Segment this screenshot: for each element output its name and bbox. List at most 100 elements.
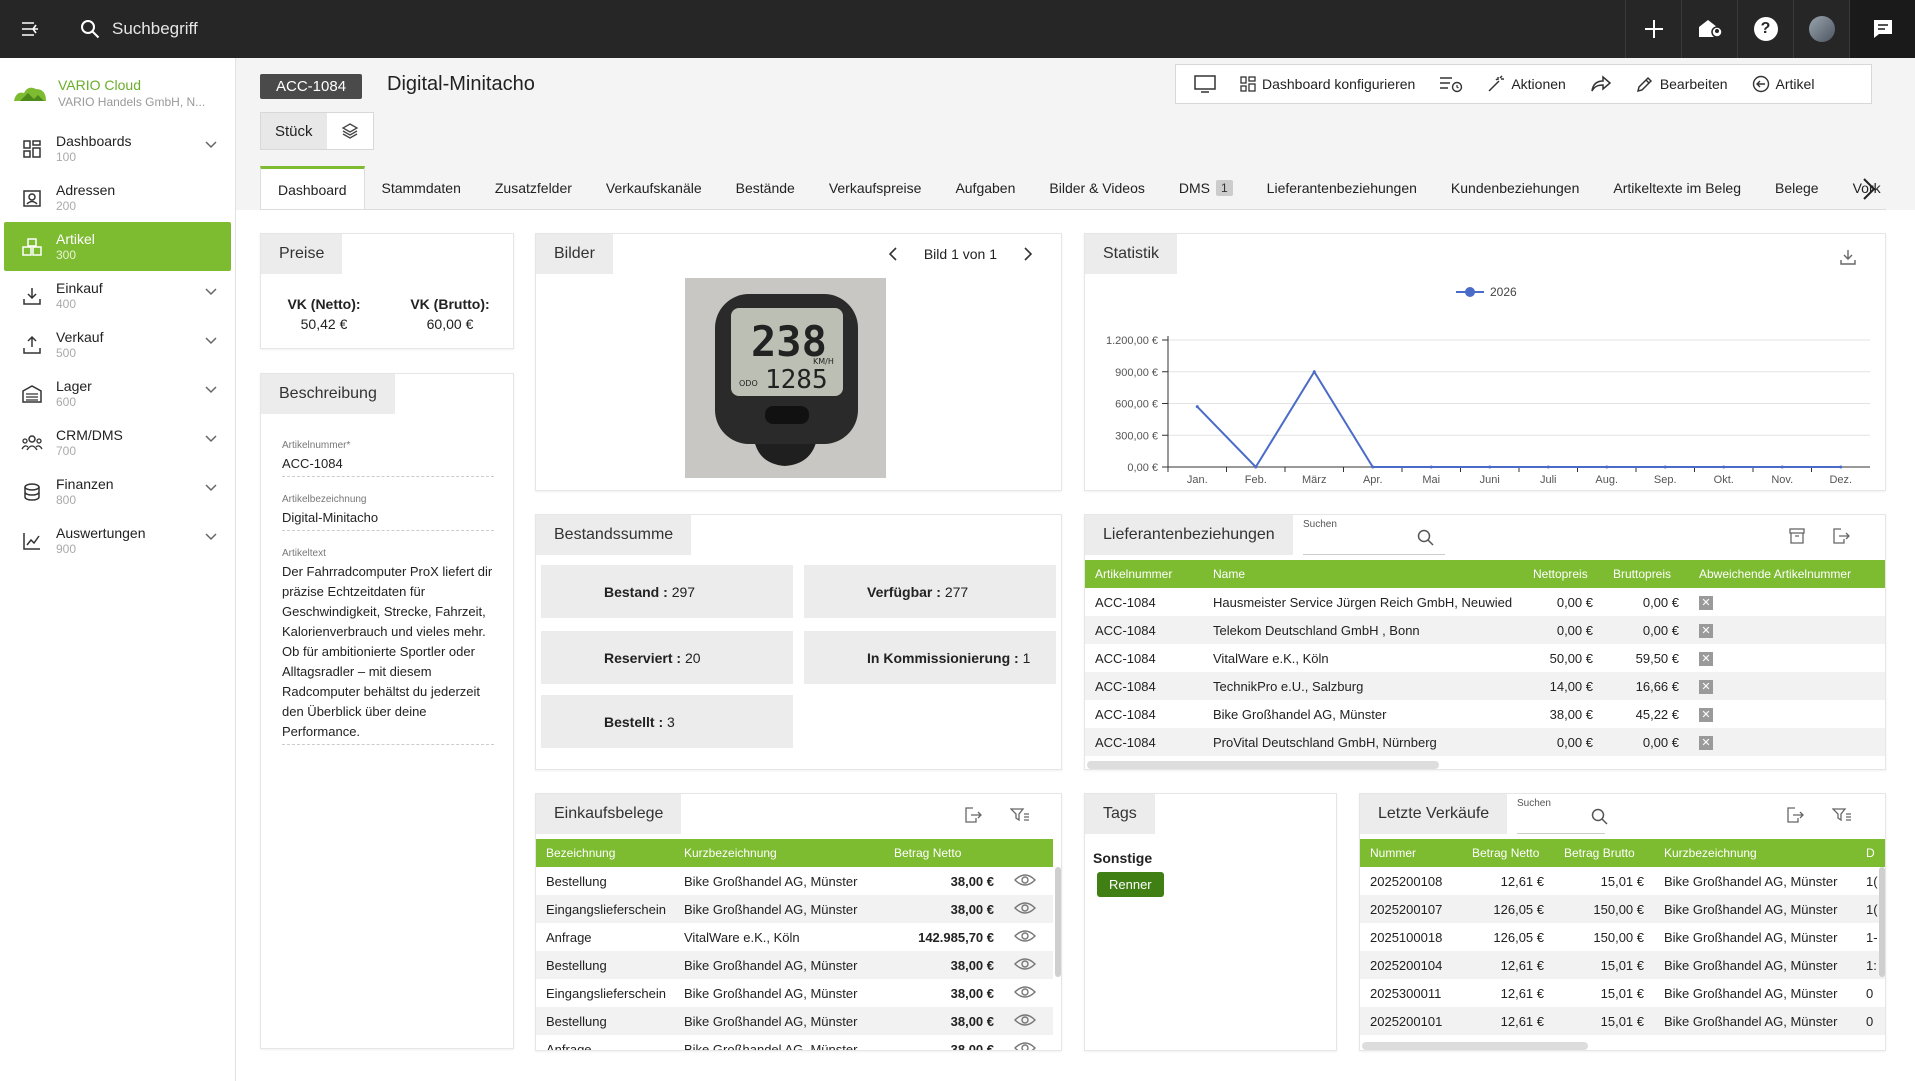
column-header[interactable]: D bbox=[1864, 839, 1885, 867]
eye-icon[interactable] bbox=[1014, 929, 1036, 943]
monitor-button[interactable] bbox=[1184, 69, 1226, 99]
table-row[interactable]: ACC-1084 Bike Großhandel AG, Münster 38,00… bbox=[1085, 700, 1885, 728]
eye-icon[interactable] bbox=[1014, 957, 1036, 971]
aktionen-button[interactable]: Aktionen bbox=[1477, 69, 1575, 99]
export-icon[interactable] bbox=[963, 806, 983, 824]
unchecked-box-icon[interactable]: ✕ bbox=[1699, 736, 1713, 750]
column-header[interactable]: Nettopreis bbox=[1523, 560, 1603, 588]
switch-user-button[interactable] bbox=[1681, 0, 1737, 58]
chat-button[interactable] bbox=[1849, 0, 1915, 58]
tab-dms[interactable]: DMS 1 bbox=[1162, 166, 1250, 209]
tab-artikeltexte[interactable]: Artikeltexte im Beleg bbox=[1596, 166, 1758, 209]
tab-zusatzfelder[interactable]: Zusatzfelder bbox=[478, 166, 589, 209]
horizontal-scrollbar[interactable] bbox=[1362, 1042, 1588, 1050]
column-header[interactable]: Betrag Netto bbox=[1462, 839, 1554, 867]
table-row[interactable]: 2025200104 12,61 €15,01 € Bike Großhandel … bbox=[1360, 951, 1885, 979]
download-icon[interactable] bbox=[1839, 248, 1857, 266]
table-row[interactable]: 2025200101 12,61 €15,01 € Bike Großhandel … bbox=[1360, 1007, 1885, 1035]
tab-verkaufspreise[interactable]: Verkaufspreise bbox=[812, 166, 939, 209]
table-row[interactable]: 2025100018 126,05 € 150,00 € Bike Großhande… bbox=[1360, 923, 1885, 951]
table-row[interactable]: Bestellung Bike Großhandel AG, Münster 38,… bbox=[536, 1007, 1053, 1035]
tab-bilder-videos[interactable]: Bilder & Videos bbox=[1032, 166, 1161, 209]
share-button[interactable] bbox=[1580, 69, 1622, 99]
sidebar-item-einkauf[interactable]: Einkauf 400 bbox=[4, 271, 231, 320]
column-header[interactable]: Name bbox=[1203, 560, 1523, 588]
table-row[interactable]: ACC-1084 Hausmeister Service Jürgen Reich… bbox=[1085, 588, 1885, 616]
global-search-input[interactable] bbox=[112, 19, 712, 39]
eye-icon[interactable] bbox=[1014, 1041, 1036, 1052]
sidebar-item-dashboards[interactable]: Dashboards 100 bbox=[4, 124, 231, 173]
table-row[interactable]: Anfrage VitalWare e.K., Köln 142.985,70 € bbox=[536, 923, 1053, 951]
variants-button[interactable] bbox=[327, 113, 373, 149]
tag-chip[interactable]: Renner bbox=[1097, 872, 1164, 897]
column-header[interactable]: Kurzbezeichnung bbox=[674, 839, 884, 867]
tab-bestaende[interactable]: Bestände bbox=[719, 166, 812, 209]
bearbeiten-button[interactable]: Bearbeiten bbox=[1626, 69, 1738, 99]
brand[interactable]: VARIO Cloud VARIO Handels GmbH, N... bbox=[0, 58, 235, 124]
archive-icon[interactable] bbox=[1788, 527, 1806, 545]
next-image-button[interactable] bbox=[1023, 246, 1033, 262]
artikelbezeichnung-field[interactable]: Artikelbezeichnung Digital-Minitacho bbox=[282, 494, 494, 531]
tab-aufgaben[interactable]: Aufgaben bbox=[938, 166, 1032, 209]
table-row[interactable]: 2025200108 12,61 € 15,01 € Bike Großhandel … bbox=[1360, 867, 1885, 895]
tab-belege[interactable]: Belege bbox=[1758, 166, 1836, 209]
tab-kundenbeziehungen[interactable]: Kundenbeziehungen bbox=[1434, 166, 1596, 209]
eye-icon[interactable] bbox=[1014, 901, 1036, 915]
vertical-scrollbar[interactable] bbox=[1879, 867, 1885, 977]
filter-list-icon[interactable] bbox=[1832, 806, 1852, 824]
tab-verkaufskanaele[interactable]: Verkaufskanäle bbox=[589, 166, 719, 209]
eye-icon[interactable] bbox=[1014, 1013, 1036, 1027]
sidebar-item-verkauf[interactable]: Verkauf 500 bbox=[4, 320, 231, 369]
unchecked-box-icon[interactable]: ✕ bbox=[1699, 652, 1713, 666]
eye-icon[interactable] bbox=[1014, 985, 1036, 999]
column-header[interactable]: Bruttopreis bbox=[1603, 560, 1689, 588]
table-row[interactable]: 2025300011 12,61 € 15,01 € Bike Großhandel … bbox=[1360, 979, 1885, 1007]
dashboard-configure-button[interactable]: Dashboard konfigurieren bbox=[1230, 69, 1425, 99]
table-row[interactable]: Eingangslieferschein Bike Großhandel AG, … bbox=[536, 895, 1053, 923]
lieferanten-search[interactable]: Suchen bbox=[1303, 519, 1445, 555]
sidebar-item-auswertungen[interactable]: Auswertungen 900 bbox=[4, 516, 231, 565]
user-menu-button[interactable] bbox=[1793, 0, 1849, 58]
verkaeufe-search[interactable]: Suchen bbox=[1517, 798, 1608, 834]
table-row[interactable]: Bestellung Bike Großhandel AG, Münster 38,… bbox=[536, 951, 1053, 979]
export-icon[interactable] bbox=[1785, 806, 1805, 824]
unchecked-box-icon[interactable]: ✕ bbox=[1699, 624, 1713, 638]
sidebar-item-artikel[interactable]: Artikel 300 bbox=[4, 222, 231, 271]
tab-stammdaten[interactable]: Stammdaten bbox=[365, 166, 478, 209]
table-row[interactable]: ACC-1084 ProVital Deutschland GmbH, Nürnb… bbox=[1085, 728, 1885, 756]
tab-dashboard[interactable]: Dashboard bbox=[260, 166, 365, 209]
table-row[interactable]: ACC-1084 VitalWare e.K., Köln 50,00 € 59,50… bbox=[1085, 644, 1885, 672]
column-header[interactable]: A bbox=[1885, 560, 1886, 588]
tab-lieferantenbeziehungen[interactable]: Lieferantenbeziehungen bbox=[1250, 166, 1434, 209]
product-image[interactable]: 238 KM/H ODO 1285 bbox=[685, 278, 886, 478]
tabs-scroll-right-button[interactable] bbox=[1854, 170, 1884, 208]
eye-icon[interactable] bbox=[1014, 873, 1036, 887]
unchecked-box-icon[interactable]: ✕ bbox=[1699, 596, 1713, 610]
column-header[interactable]: Bezeichnung bbox=[536, 839, 674, 867]
sidebar-item-crm-dms[interactable]: CRM/DMS 700 bbox=[4, 418, 231, 467]
unit-button[interactable]: Stück bbox=[261, 113, 327, 149]
filter-list-icon[interactable] bbox=[1010, 806, 1030, 824]
artikeltext-field[interactable]: Artikeltext Der Fahrradcomputer ProX lie… bbox=[282, 548, 494, 745]
unchecked-box-icon[interactable]: ✕ bbox=[1699, 708, 1713, 722]
column-header[interactable]: Kurzbezeichnung bbox=[1654, 839, 1864, 867]
column-header[interactable]: Betrag Brutto bbox=[1554, 839, 1654, 867]
prev-image-button[interactable] bbox=[888, 246, 898, 262]
sidebar-item-adressen[interactable]: Adressen 200 bbox=[4, 173, 231, 222]
back-to-artikel-button[interactable]: Artikel bbox=[1742, 69, 1825, 99]
help-button[interactable]: ? bbox=[1737, 0, 1793, 58]
table-row[interactable]: Anfrage Bike Großhandel AG, Münster 38,00 … bbox=[536, 1035, 1053, 1052]
table-row[interactable]: 2025200107 126,05 €150,00 € Bike Großhande… bbox=[1360, 895, 1885, 923]
unchecked-box-icon[interactable]: ✕ bbox=[1699, 680, 1713, 694]
add-button[interactable] bbox=[1625, 0, 1681, 58]
column-header[interactable]: Abweichende Artikelnummer bbox=[1689, 560, 1885, 588]
sidebar-item-finanzen[interactable]: Finanzen 800 bbox=[4, 467, 231, 516]
table-row[interactable]: ACC-1084 TechnikPro e.U., Salzburg 14,00 €… bbox=[1085, 672, 1885, 700]
vertical-scrollbar[interactable] bbox=[1055, 867, 1061, 977]
sidebar-item-lager[interactable]: Lager 600 bbox=[4, 369, 231, 418]
tab-vork[interactable]: Vork bbox=[1836, 166, 1886, 209]
column-header[interactable]: Nummer bbox=[1360, 839, 1462, 867]
menu-toggle-button[interactable] bbox=[0, 0, 60, 58]
column-header[interactable]: Betrag Netto bbox=[884, 839, 1004, 867]
export-icon[interactable] bbox=[1831, 527, 1851, 545]
